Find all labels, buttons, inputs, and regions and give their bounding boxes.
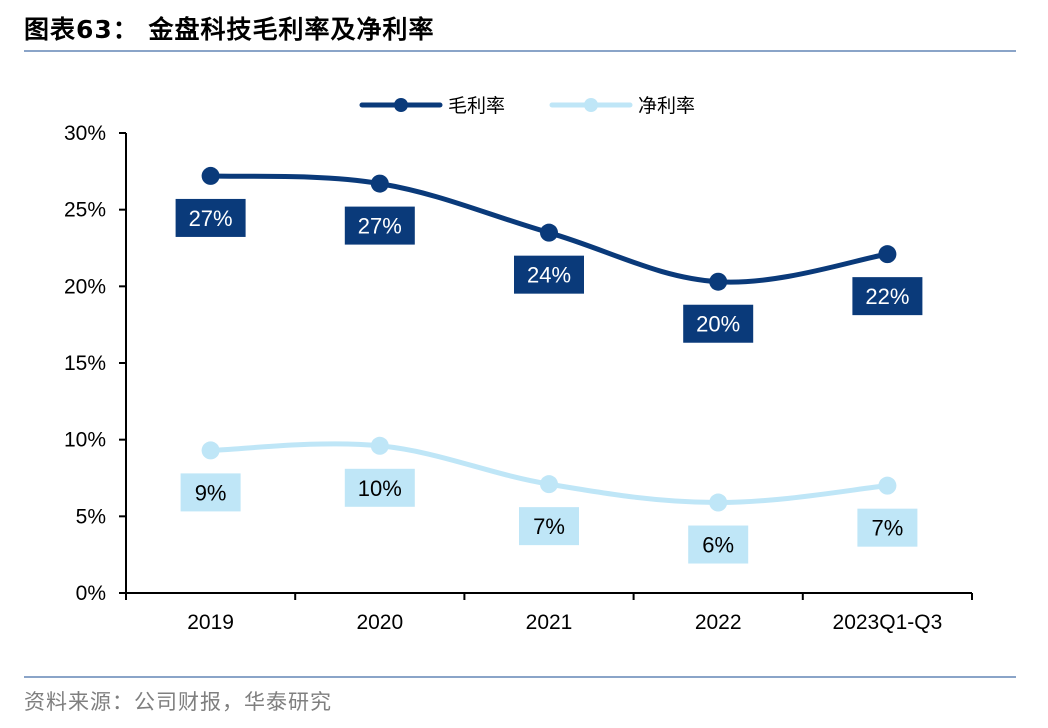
data-label-box-gross xyxy=(852,277,923,316)
y-tick-label: 5% xyxy=(76,505,106,528)
legend-label-gross: 毛利率 xyxy=(448,95,505,117)
data-point-net xyxy=(201,441,220,460)
title-divider xyxy=(24,50,1016,52)
data-label-box-net xyxy=(519,507,579,546)
data-point-net xyxy=(878,476,897,495)
series-line-net xyxy=(208,441,890,506)
data-label-box-net xyxy=(688,525,749,564)
data-label-box-net xyxy=(344,468,415,507)
chart-title: 图表63： 金盘科技毛利率及净利率 xyxy=(24,15,435,44)
data-label-box-gross xyxy=(683,304,754,343)
y-tick-label: 0% xyxy=(76,582,106,605)
data-label-box-net xyxy=(180,473,241,512)
data-point-net xyxy=(709,493,728,512)
data-label-box-gross xyxy=(344,206,415,245)
y-tick-label: 30% xyxy=(64,122,106,145)
x-tick-label: 2019 xyxy=(187,611,234,634)
legend-marker-gross xyxy=(394,98,408,112)
data-point-gross xyxy=(878,245,897,264)
data-label-net: 10% xyxy=(358,476,402,501)
data-label-net: 7% xyxy=(533,514,565,539)
data-point-gross xyxy=(540,223,558,242)
source-note: 资料来源：公司财报，华泰研究 xyxy=(24,690,332,714)
data-label-net: 6% xyxy=(702,533,734,558)
data-label-box-gross xyxy=(175,198,246,237)
data-label-box-net xyxy=(857,508,918,547)
x-tick-label: 2023Q1-Q3 xyxy=(833,611,943,634)
y-tick-label: 10% xyxy=(64,429,106,452)
y-tick-label: 15% xyxy=(64,352,106,375)
data-label-gross: 20% xyxy=(696,312,740,337)
y-tick-label: 25% xyxy=(64,199,106,222)
data-label-net: 7% xyxy=(872,516,904,541)
x-tick-label: 2020 xyxy=(356,611,403,634)
data-label-gross: 27% xyxy=(358,214,402,239)
data-label-gross: 27% xyxy=(189,206,233,231)
source-divider xyxy=(24,676,1016,678)
data-point-gross xyxy=(370,174,389,193)
legend-label-net: 净利率 xyxy=(638,95,695,117)
data-label-box-gross xyxy=(514,255,584,294)
x-tick-label: 2022 xyxy=(695,611,742,634)
data-point-net xyxy=(370,436,389,455)
data-label-gross: 22% xyxy=(865,284,909,309)
y-tick-label: 20% xyxy=(64,275,106,298)
x-tick-label: 2021 xyxy=(526,611,573,634)
data-point-gross xyxy=(201,166,220,185)
data-point-net xyxy=(540,475,558,494)
data-point-gross xyxy=(709,272,728,291)
legend-marker-net xyxy=(584,98,598,112)
data-label-net: 9% xyxy=(195,480,227,505)
data-label-gross: 24% xyxy=(527,263,571,288)
